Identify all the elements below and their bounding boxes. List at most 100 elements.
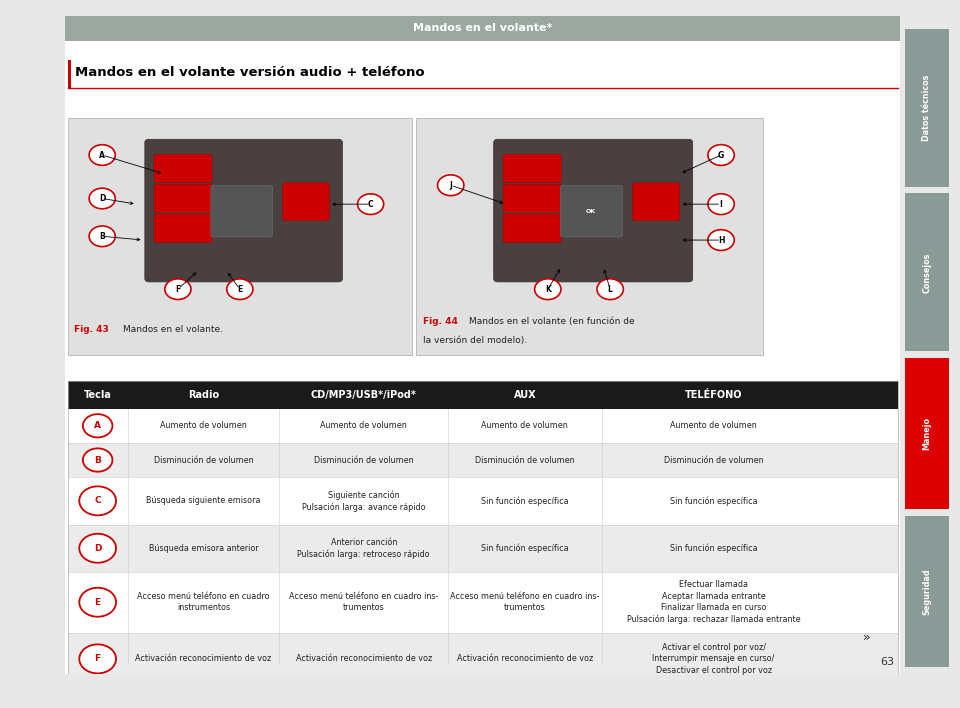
Text: E: E [237, 285, 243, 294]
Text: K: K [545, 285, 551, 294]
Text: A: A [99, 151, 106, 159]
Text: I: I [720, 200, 723, 209]
Bar [68, 525, 898, 572]
Text: Acceso menú teléfono en cuadro
instrumentos: Acceso menú teléfono en cuadro instrumen… [137, 592, 270, 612]
Text: Disminución de volumen: Disminución de volumen [475, 455, 575, 464]
Text: Fig. 44: Fig. 44 [422, 317, 458, 326]
FancyBboxPatch shape [145, 139, 343, 282]
Text: Efectuar llamada
Aceptar llamada entrante
Finalizar llamada en curso
Pulsación l: Efectuar llamada Aceptar llamada entrant… [627, 581, 801, 624]
Bar [68, 572, 898, 632]
Text: Sin función específica: Sin función específica [670, 496, 757, 506]
Text: AUX: AUX [514, 390, 536, 400]
Text: H: H [718, 236, 725, 244]
Text: Fig. 43: Fig. 43 [75, 325, 109, 334]
Circle shape [89, 188, 115, 209]
Bar [68, 632, 898, 685]
Text: Acceso menú teléfono en cuadro ins-
trumentos: Acceso menú teléfono en cuadro ins- trum… [450, 592, 599, 612]
Text: Mandos en el volante versión audio + teléfono: Mandos en el volante versión audio + tel… [75, 67, 425, 79]
Circle shape [80, 644, 116, 673]
FancyBboxPatch shape [154, 214, 212, 243]
Circle shape [165, 279, 191, 299]
Text: C: C [368, 200, 373, 209]
Circle shape [89, 226, 115, 246]
Text: Disminución de volumen: Disminución de volumen [314, 455, 414, 464]
Circle shape [83, 414, 112, 438]
FancyBboxPatch shape [503, 154, 562, 183]
Text: B: B [99, 232, 105, 241]
Text: »: » [863, 632, 871, 644]
Text: D: D [99, 194, 106, 203]
Bar [68, 443, 898, 477]
Text: OK: OK [587, 209, 596, 214]
Circle shape [708, 229, 734, 251]
Bar [904, 193, 949, 351]
Text: D: D [94, 544, 102, 553]
Circle shape [708, 194, 734, 215]
Text: Activación reconocimiento de voz: Activación reconocimiento de voz [135, 654, 272, 663]
Bar [68, 381, 898, 409]
Bar [904, 516, 949, 668]
Text: F: F [176, 285, 180, 294]
Text: CD/MP3/USB*/iPod*: CD/MP3/USB*/iPod* [311, 390, 417, 400]
FancyBboxPatch shape [154, 184, 212, 212]
Text: Mandos en el volante (en función de: Mandos en el volante (en función de [468, 317, 635, 326]
Circle shape [357, 194, 384, 215]
FancyBboxPatch shape [283, 183, 329, 221]
Circle shape [83, 448, 112, 472]
Text: Mandos en el volante.: Mandos en el volante. [123, 325, 223, 334]
Text: E: E [95, 598, 101, 607]
Circle shape [597, 279, 623, 299]
FancyBboxPatch shape [493, 139, 693, 282]
Text: Acceso menú teléfono en cuadro ins-
trumentos: Acceso menú teléfono en cuadro ins- trum… [289, 592, 439, 612]
Text: Activación reconocimiento de voz: Activación reconocimiento de voz [457, 654, 593, 663]
Text: Búsqueda emisora anterior: Búsqueda emisora anterior [149, 544, 258, 553]
Text: Aumento de volumen: Aumento de volumen [481, 421, 568, 430]
Text: Aumento de volumen: Aumento de volumen [321, 421, 407, 430]
Text: Manejo: Manejo [923, 417, 931, 450]
Text: Disminución de volumen: Disminución de volumen [664, 455, 763, 464]
Text: Seguridad: Seguridad [923, 569, 931, 615]
Text: L: L [608, 285, 612, 294]
FancyBboxPatch shape [633, 183, 680, 221]
Bar [68, 477, 898, 525]
Circle shape [438, 175, 464, 195]
Text: Búsqueda siguiente emisora: Búsqueda siguiente emisora [146, 496, 261, 506]
Text: Sin función específica: Sin función específica [481, 544, 568, 553]
Text: Aumento de volumen: Aumento de volumen [160, 421, 247, 430]
Text: Aumento de volumen: Aumento de volumen [670, 421, 757, 430]
Text: Siguiente canción
Pulsación larga: avance rápido: Siguiente canción Pulsación larga: avanc… [302, 490, 425, 512]
Bar [68, 118, 412, 355]
Text: Disminución de volumen: Disminución de volumen [154, 455, 253, 464]
Text: Sin función específica: Sin función específica [481, 496, 568, 506]
FancyBboxPatch shape [561, 185, 622, 237]
Text: 63: 63 [880, 657, 895, 667]
Circle shape [80, 588, 116, 617]
Bar [68, 409, 898, 443]
Text: Activar el control por voz/
Interrumpir mensaje en curso/
Desactivar el control : Activar el control por voz/ Interrumpir … [653, 643, 775, 675]
Text: J: J [449, 181, 452, 190]
Text: A: A [94, 421, 101, 430]
Text: Radio: Radio [188, 390, 219, 400]
Text: Activación reconocimiento de voz: Activación reconocimiento de voz [296, 654, 432, 663]
Circle shape [708, 144, 734, 166]
Text: TELÉFONO: TELÉFONO [684, 390, 742, 400]
Text: Sin función específica: Sin función específica [670, 544, 757, 553]
Text: Anterior canción
Pulsación larga: retroceso rápido: Anterior canción Pulsación larga: retroc… [298, 537, 430, 559]
FancyBboxPatch shape [211, 185, 273, 237]
Text: B: B [94, 455, 101, 464]
Bar [68, 381, 898, 685]
Bar [904, 29, 949, 187]
Bar [65, 16, 900, 40]
Text: Tecla: Tecla [84, 390, 111, 400]
Bar [68, 60, 71, 88]
Bar [904, 358, 949, 510]
Text: Mandos en el volante*: Mandos en el volante* [413, 23, 553, 33]
Text: la versión del modelo).: la versión del modelo). [422, 336, 527, 345]
Text: G: G [718, 151, 724, 159]
Circle shape [535, 279, 561, 299]
Circle shape [80, 486, 116, 515]
Text: Datos técnicos: Datos técnicos [923, 74, 931, 141]
FancyBboxPatch shape [503, 214, 562, 243]
FancyBboxPatch shape [154, 154, 212, 183]
FancyBboxPatch shape [503, 184, 562, 212]
